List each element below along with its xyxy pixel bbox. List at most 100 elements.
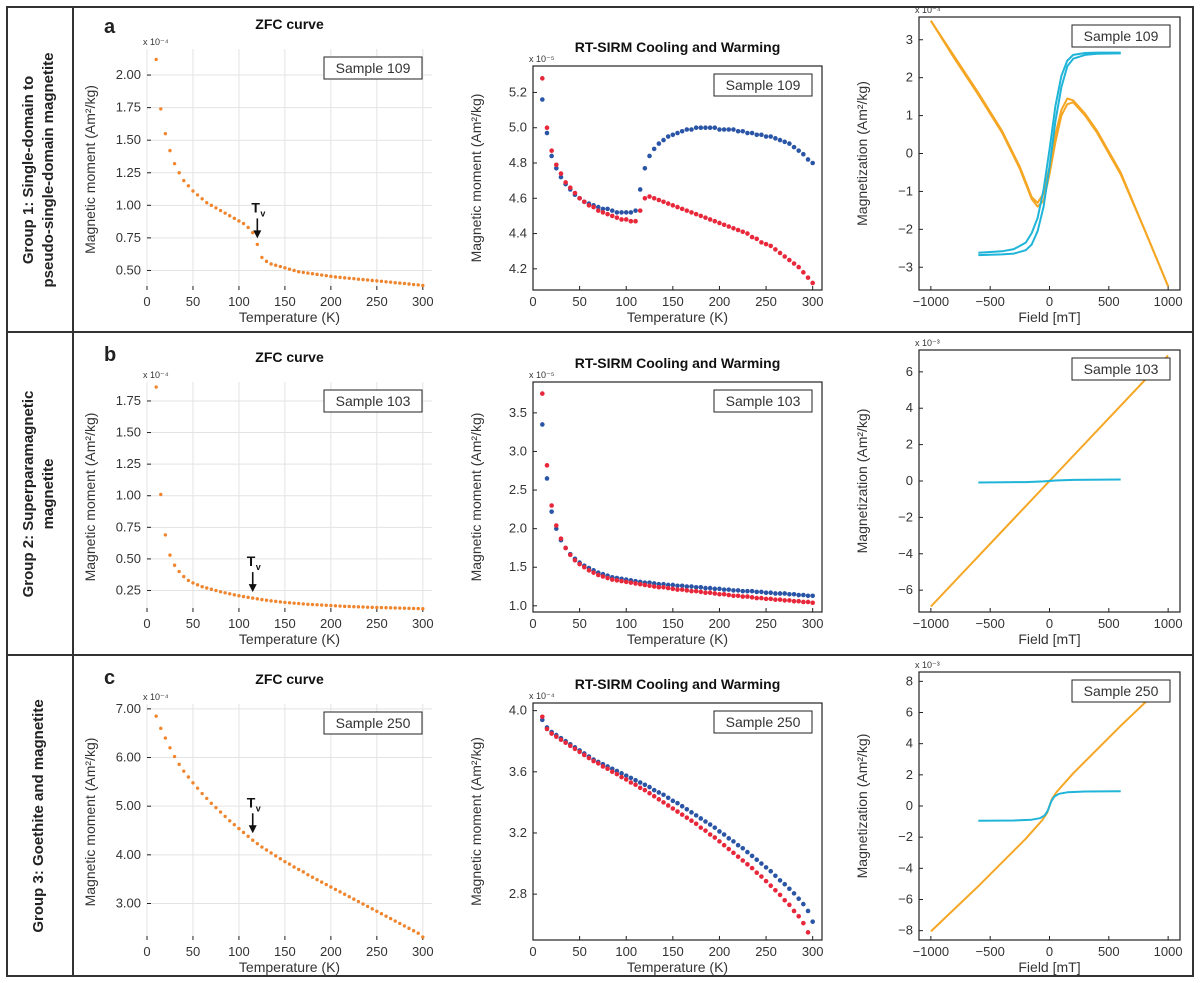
data-point <box>661 800 666 805</box>
data-point <box>388 916 393 921</box>
data-point <box>712 125 718 131</box>
x-tick-label: 250 <box>366 294 388 309</box>
data-point <box>292 865 296 869</box>
y-tick-label: 0.25 <box>116 583 141 598</box>
data-point <box>581 752 587 758</box>
y-tick-label: −4 <box>898 546 913 561</box>
data-point <box>717 829 722 834</box>
data-point <box>670 806 676 811</box>
chart-c-zfc: 0 50 100 150 200 250 300 3.00 4.00 5.00 6.00 7.00x … <box>82 671 434 975</box>
x-tick-label: 100 <box>228 616 250 631</box>
data-point <box>182 769 186 773</box>
data-point <box>675 583 680 589</box>
data-point <box>665 803 671 808</box>
series-high-field-loop-lower- <box>930 20 1170 287</box>
data-point <box>421 283 425 288</box>
data-point <box>232 593 237 597</box>
data-point <box>707 125 713 131</box>
y-tick-label: 1.75 <box>116 100 141 115</box>
data-point <box>595 204 601 210</box>
x-tick-label: 250 <box>755 616 777 631</box>
data-point <box>763 134 769 139</box>
data-point <box>665 795 671 801</box>
y-tick-label: 4.0 <box>509 703 527 718</box>
data-point <box>154 714 158 718</box>
data-point <box>352 897 356 901</box>
chart-title: RT-SIRM Cooling and Warming <box>575 355 781 371</box>
data-point <box>310 875 315 879</box>
data-point <box>782 139 788 145</box>
data-point <box>703 585 708 591</box>
data-point <box>595 761 601 766</box>
data-point <box>670 582 676 588</box>
x-tick-label: 500 <box>1098 294 1120 309</box>
data-point <box>361 605 365 609</box>
data-point <box>411 606 416 611</box>
x-tick-label: 100 <box>615 944 637 959</box>
data-point <box>763 865 769 870</box>
x-tick-label: 150 <box>274 616 296 631</box>
data-point <box>223 814 227 819</box>
data-point <box>628 210 634 215</box>
data-point <box>586 203 592 208</box>
x-axis-label: Field [mT] <box>1018 959 1080 975</box>
y-tick-label: 0 <box>906 146 913 161</box>
data-point <box>647 784 652 790</box>
y-tick-label: 2 <box>906 767 913 782</box>
data-point <box>264 598 269 602</box>
data-point <box>796 264 801 270</box>
tv-arrow-head <box>253 230 262 239</box>
data-point <box>796 896 801 902</box>
y-tick-label: −6 <box>898 582 913 597</box>
data-point <box>637 780 643 785</box>
data-point <box>402 281 407 286</box>
data-point <box>269 599 273 603</box>
charts-layer: 0 50 100 150 200 250 3000.500.751.001.251.501.… <box>82 5 1183 975</box>
chart-c-rtsirm: 0 50 100 150 200 250 300 2.8 3.2 3.6 4.0x 10⁻⁴ Temp… <box>468 676 824 975</box>
x-tick-label: 0 <box>529 944 536 959</box>
data-point <box>269 262 273 266</box>
data-point <box>768 868 774 874</box>
data-point <box>338 604 342 608</box>
data-point <box>595 208 601 213</box>
y-tick-label: −2 <box>898 829 913 844</box>
data-point <box>763 878 769 884</box>
data-point <box>186 775 191 779</box>
data-point <box>745 588 750 594</box>
y-tick-label: 4 <box>906 400 913 415</box>
data-point <box>540 714 545 720</box>
y-tick-label: 2.5 <box>509 482 527 497</box>
data-point <box>693 821 699 827</box>
y-tick-label: 3 <box>906 32 913 47</box>
data-point <box>726 846 732 852</box>
outer-border <box>6 6 1194 977</box>
y-tick-label: 3.6 <box>509 764 527 779</box>
data-point <box>186 184 191 188</box>
y-tick-label: 4.4 <box>509 226 527 241</box>
axis-exponent: x 10⁻⁴ <box>143 37 169 47</box>
series-cooling <box>540 97 815 215</box>
x-tick-label: 0 <box>143 294 150 309</box>
tv-label: T <box>247 794 256 810</box>
x-tick-label: 150 <box>274 944 296 959</box>
y-tick-label: −4 <box>898 860 913 875</box>
plot-area <box>533 382 822 612</box>
data-point <box>540 76 545 81</box>
x-tick-label: 300 <box>802 294 824 309</box>
data-point <box>712 591 718 596</box>
data-point <box>754 236 760 242</box>
data-point <box>342 276 347 280</box>
data-point <box>689 588 694 594</box>
data-point <box>333 275 338 279</box>
data-point <box>402 924 407 928</box>
data-point <box>679 583 685 589</box>
data-point <box>370 907 374 911</box>
x-tick-label: 150 <box>662 294 684 309</box>
data-point <box>731 225 736 231</box>
data-point <box>651 787 657 793</box>
series-line <box>978 51 1121 254</box>
data-point <box>398 921 402 926</box>
data-point <box>735 593 741 599</box>
data-point <box>791 891 797 896</box>
tv-label: T <box>247 553 256 569</box>
